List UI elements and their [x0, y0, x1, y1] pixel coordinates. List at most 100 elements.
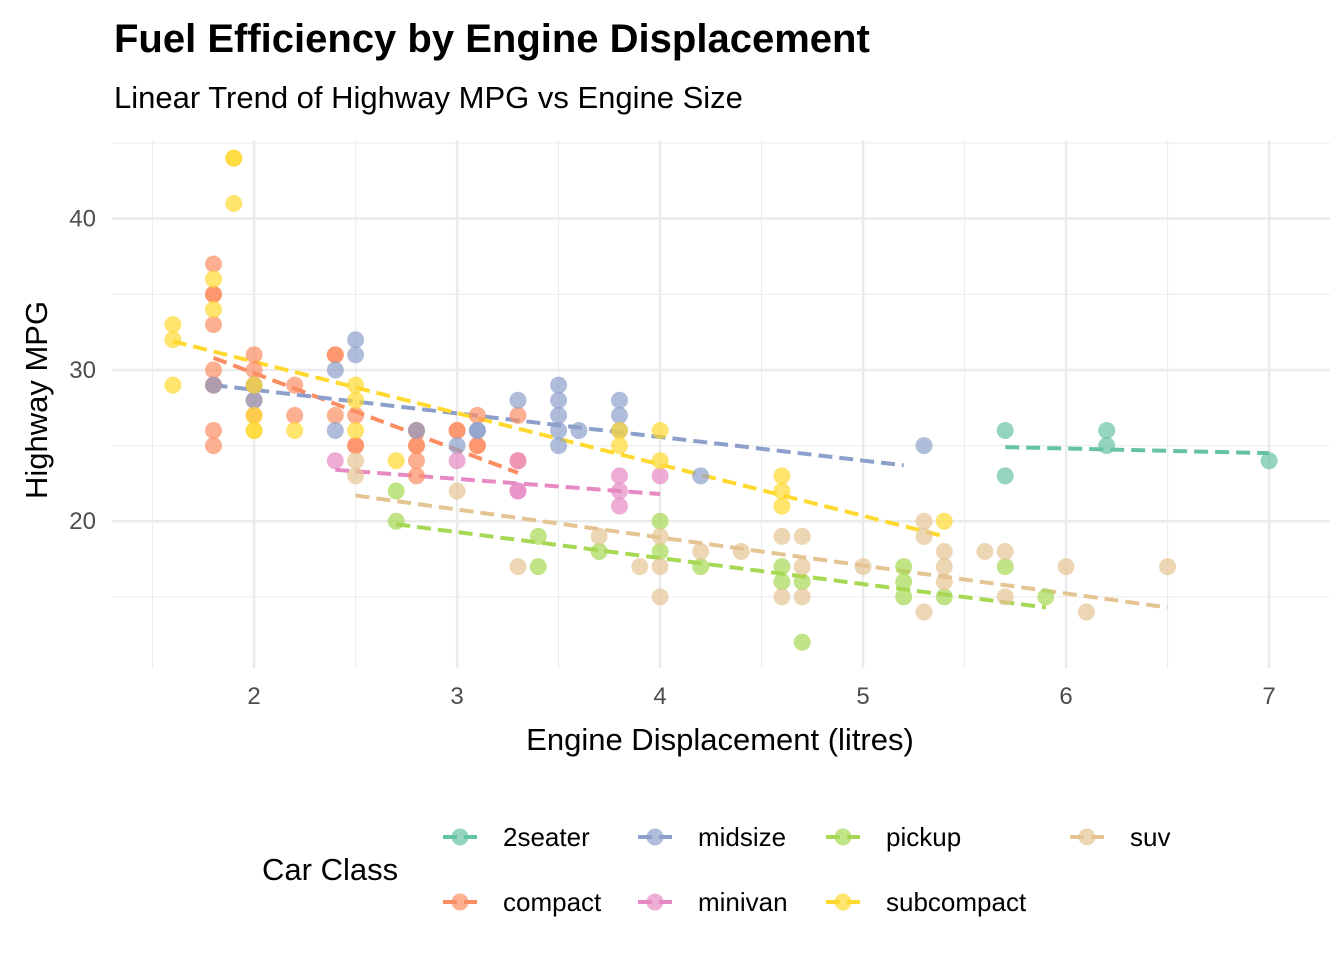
- point-midsize: [509, 391, 527, 409]
- legend-key-point: [646, 828, 664, 846]
- data-points: [164, 149, 1278, 651]
- point-minivan: [651, 467, 669, 485]
- legend-label: 2seater: [503, 822, 590, 852]
- legend-label: midsize: [698, 822, 786, 852]
- point-subcompact: [773, 497, 791, 515]
- legend-item-suv: suv: [1070, 822, 1170, 852]
- legend-item-midsize: midsize: [638, 822, 786, 852]
- point-minivan: [448, 452, 466, 470]
- x-tick-label: 4: [653, 683, 666, 710]
- point-subcompact: [205, 300, 222, 318]
- legend-key-point: [451, 828, 469, 846]
- point-subcompact: [164, 316, 182, 334]
- point-compact: [205, 255, 222, 273]
- y-tick-label: 40: [69, 206, 96, 233]
- point-2seater: [1098, 421, 1116, 439]
- point-subcompact: [245, 406, 263, 424]
- point-compact: [205, 437, 222, 455]
- point-2seater: [996, 467, 1014, 485]
- point-suv: [793, 588, 811, 606]
- point-pickup: [692, 558, 710, 576]
- point-subcompact: [935, 512, 953, 530]
- point-pickup: [895, 588, 913, 606]
- point-subcompact: [611, 437, 628, 455]
- point-pickup: [529, 558, 547, 576]
- x-tick-label: 5: [856, 683, 869, 710]
- legend-key-point: [834, 893, 852, 911]
- point-midsize: [692, 467, 710, 485]
- point-subcompact: [205, 270, 222, 288]
- point-midsize: [915, 437, 933, 455]
- point-suv: [1159, 558, 1177, 576]
- legend-item-minivan: minivan: [638, 887, 788, 917]
- point-compact: [326, 406, 344, 424]
- point-pickup: [529, 527, 547, 545]
- point-compact: [468, 406, 486, 424]
- legend-label: suv: [1130, 822, 1170, 852]
- point-suv: [915, 527, 933, 545]
- point-subcompact: [651, 421, 669, 439]
- point-compact: [205, 421, 222, 439]
- point-compact: [408, 452, 425, 470]
- plot-panel: [112, 140, 1330, 668]
- point-subcompact: [347, 376, 365, 394]
- x-tick-label: 6: [1059, 683, 1072, 710]
- grid: [112, 140, 1330, 668]
- trend-line-2seater: [1005, 445, 1270, 456]
- point-compact: [509, 406, 527, 424]
- legend-item-compact: compact: [443, 887, 602, 917]
- point-subcompact: [347, 391, 365, 409]
- point-compact: [205, 316, 222, 334]
- point-subcompact: [773, 467, 791, 485]
- point-pickup: [651, 512, 669, 530]
- trend-line-pickup: [395, 522, 1047, 610]
- point-compact: [205, 285, 222, 303]
- legend-key-point: [1078, 828, 1096, 846]
- point-midsize: [326, 361, 344, 379]
- point-pickup: [590, 543, 608, 561]
- legend-label: compact: [503, 887, 602, 917]
- point-subcompact: [245, 421, 263, 439]
- point-2seater: [1098, 437, 1116, 455]
- point-suv: [651, 527, 669, 545]
- point-subcompact: [611, 421, 628, 439]
- x-axis-title: Engine Displacement (litres): [526, 722, 914, 757]
- point-suv: [509, 558, 527, 576]
- point-minivan: [611, 467, 628, 485]
- y-tick-labels: 20 30 40: [69, 206, 96, 536]
- point-pickup: [895, 558, 913, 576]
- point-minivan: [611, 497, 628, 515]
- x-tick-label: 3: [450, 683, 463, 710]
- point-compact: [245, 361, 263, 379]
- point-suv: [590, 527, 608, 545]
- point-suv: [935, 573, 953, 591]
- point-subcompact: [773, 482, 791, 500]
- point-subcompact: [225, 195, 243, 213]
- point-minivan: [509, 482, 527, 500]
- point-subcompact: [245, 376, 263, 394]
- point-midsize: [448, 437, 466, 455]
- point-midsize: [570, 421, 588, 439]
- legend: Car Class 2seater compact midsize minivan pi…: [262, 822, 1170, 917]
- point-midsize: [347, 346, 365, 364]
- point-subcompact: [387, 452, 405, 470]
- point-subcompact: [164, 376, 182, 394]
- point-midsize: [550, 437, 568, 455]
- point-pickup: [793, 573, 811, 591]
- point-suv: [996, 543, 1014, 561]
- trend-line-minivan: [335, 467, 661, 497]
- point-2seater: [1260, 452, 1278, 470]
- point-suv: [651, 558, 669, 576]
- legend-key-point: [646, 893, 664, 911]
- legend-item-subcompact: subcompact: [826, 887, 1027, 917]
- legend-label: subcompact: [886, 887, 1027, 917]
- point-suv: [732, 543, 750, 561]
- y-tick-label: 20: [69, 508, 96, 535]
- point-suv: [996, 588, 1014, 606]
- point-subcompact: [286, 421, 304, 439]
- point-midsize: [611, 391, 628, 409]
- point-pickup: [793, 633, 811, 651]
- point-pickup: [773, 558, 791, 576]
- point-pickup: [387, 482, 405, 500]
- point-midsize: [408, 421, 425, 439]
